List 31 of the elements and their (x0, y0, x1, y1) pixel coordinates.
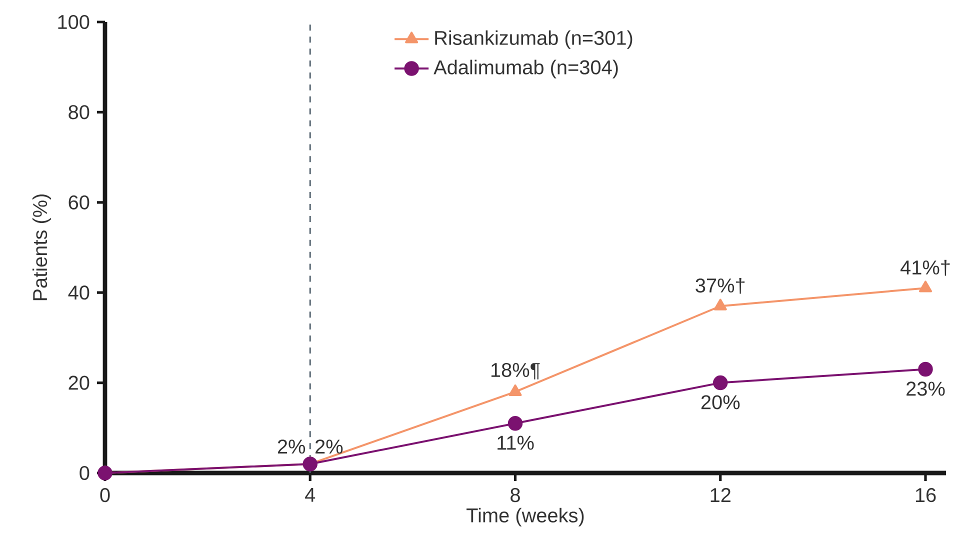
point (508, 384, 522, 396)
point (918, 362, 933, 377)
point (508, 416, 523, 431)
data-label: 23% (906, 382, 945, 396)
y-tick-label: 60 (68, 195, 90, 210)
point (98, 466, 112, 480)
point (713, 375, 728, 390)
data-label: 37%† (696, 278, 745, 294)
x-tick-label: 16 (916, 488, 936, 502)
data-label: 41%† (900, 260, 950, 276)
data-label: 2% (278, 440, 306, 454)
x-tick-label: 8 (510, 488, 520, 502)
data-label: 2% (316, 440, 343, 454)
point (302, 456, 318, 472)
point (714, 298, 727, 310)
y-tick-label: 40 (68, 286, 90, 300)
y-tick-label: 20 (68, 376, 90, 390)
legend-label: Risankizumab (n=301) (435, 30, 632, 49)
legend-label: Adalimumab (n=304) (434, 60, 618, 78)
x-tick-label: 12 (710, 488, 730, 502)
y-tick-label: 100 (58, 14, 90, 30)
data-label: 11% (498, 436, 534, 450)
x-tick-label: 4 (305, 488, 316, 502)
x-tick-label: 0 (100, 488, 110, 502)
x-axis-title: Time (weeks) (466, 508, 584, 526)
y-tick-label: 0 (80, 466, 90, 480)
y-axis-title: Patients (%) (32, 194, 52, 300)
data-label: 18%¶ (491, 362, 540, 380)
point (918, 280, 932, 292)
y-tick-label: 80 (68, 105, 90, 120)
data-label: 20% (701, 395, 740, 410)
